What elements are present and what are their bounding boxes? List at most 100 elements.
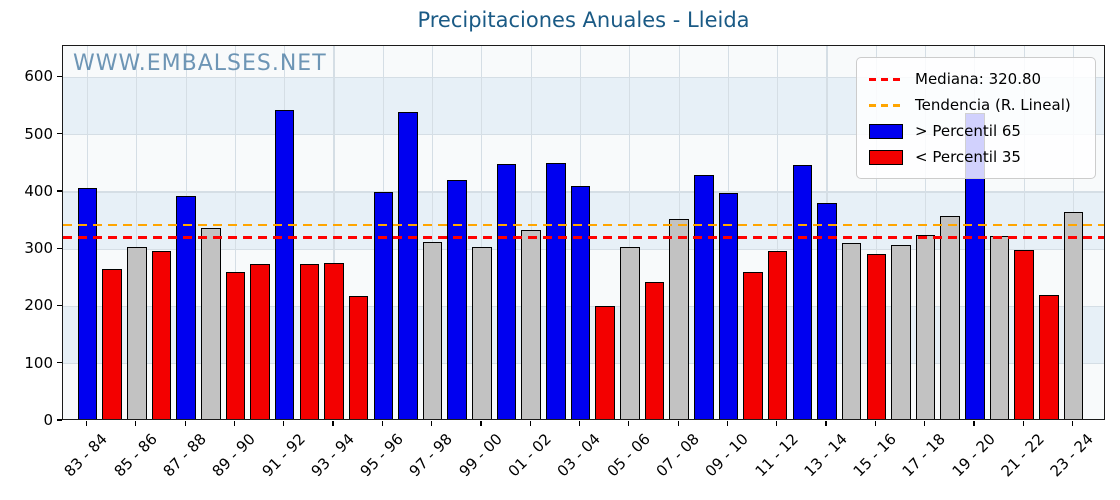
x-tick-mark xyxy=(874,421,876,426)
legend-item-p35: < Percentil 35 xyxy=(869,144,1083,170)
x-tick-label: 17 - 18 xyxy=(899,430,950,481)
x-tick-label: 83 - 84 xyxy=(60,430,112,481)
x-tick-label: 07 - 08 xyxy=(652,430,703,481)
y-tick-label: 400 xyxy=(24,181,53,200)
x-tick-label: 19 - 20 xyxy=(948,430,999,481)
legend-p65-label: > Percentil 65 xyxy=(915,122,1021,140)
x-tick-label: 01 - 02 xyxy=(504,430,555,481)
bar-13-14 xyxy=(817,203,837,419)
x-tick-label: 97 - 98 xyxy=(406,430,457,481)
legend-item-trend: Tendencia (R. Lineal) xyxy=(869,92,1083,118)
bar-84-85 xyxy=(102,269,122,419)
x-tick-mark xyxy=(480,421,482,426)
bar-97-98 xyxy=(422,241,443,419)
trend-dash-icon xyxy=(869,103,901,107)
x-tick-label: 21 - 22 xyxy=(997,430,1048,481)
bar-18-19 xyxy=(940,215,961,419)
bar-01-02 xyxy=(521,230,541,419)
bar-14-15 xyxy=(841,243,862,419)
x-tick-mark xyxy=(85,421,88,426)
bar-11-12 xyxy=(767,251,788,419)
x-tick-label: 13 - 14 xyxy=(800,430,851,481)
bar-07-08 xyxy=(669,218,689,419)
bar-94-95 xyxy=(348,295,369,419)
bar-12-13 xyxy=(792,165,813,419)
bar-83-84 xyxy=(77,187,98,419)
bar-22-23 xyxy=(1039,294,1059,419)
v-gridline xyxy=(1023,46,1025,419)
p35-swatch-icon xyxy=(869,149,903,165)
chart-title: Precipitaciones Anuales - Lleida xyxy=(417,8,750,32)
y-tick-mark xyxy=(56,362,62,364)
bar-00-01 xyxy=(496,164,517,419)
bar-02-03 xyxy=(546,162,566,419)
y-tick-mark xyxy=(56,419,62,421)
x-tick-label: 03 - 04 xyxy=(553,430,605,481)
bar-04-05 xyxy=(595,306,615,419)
bar-96-97 xyxy=(398,112,418,419)
trend-line xyxy=(63,223,1104,227)
x-tick-label: 93 - 94 xyxy=(307,430,358,481)
bar-10-11 xyxy=(743,271,763,419)
x-tick-mark xyxy=(776,421,778,426)
y-tick-mark xyxy=(56,190,62,192)
x-tick-label: 09 - 10 xyxy=(701,430,753,481)
legend-p35-label: < Percentil 35 xyxy=(915,148,1021,166)
legend-median-label: Mediana: 320.80 xyxy=(915,70,1042,88)
y-tick-mark xyxy=(56,133,62,135)
v-gridline xyxy=(333,46,335,419)
x-tick-mark xyxy=(283,421,285,426)
x-tick-mark xyxy=(924,421,926,426)
y-tick-mark xyxy=(56,247,62,249)
legend-item-median: Mediana: 320.80 xyxy=(869,66,1083,92)
x-tick-mark xyxy=(233,421,236,426)
bar-92-93 xyxy=(299,263,320,419)
x-tick-label: 91 - 92 xyxy=(258,430,309,481)
v-gridline xyxy=(629,46,631,419)
bar-16-17 xyxy=(891,244,911,419)
legend: Mediana: 320.80 Tendencia (R. Lineal) > … xyxy=(856,57,1096,179)
bar-98-99 xyxy=(447,180,468,419)
v-gridline xyxy=(481,46,483,419)
bar-21-22 xyxy=(1014,250,1034,419)
x-tick-mark xyxy=(578,421,581,426)
bar-09-10 xyxy=(718,193,739,419)
bar-89-90 xyxy=(225,271,246,419)
bar-87-88 xyxy=(176,195,196,419)
x-tick-label: 85 - 86 xyxy=(110,430,161,481)
plot-area: WWW.EMBALSES.NET Mediana: 320.80 Tendenc… xyxy=(62,45,1105,420)
y-tick-label: 500 xyxy=(24,124,53,143)
bar-90-91 xyxy=(250,263,270,419)
bar-93-94 xyxy=(324,262,344,419)
x-tick-mark xyxy=(677,421,679,426)
bar-05-06 xyxy=(620,246,640,419)
bar-91-92 xyxy=(274,109,295,419)
median-dash-icon xyxy=(869,77,901,81)
bar-20-21 xyxy=(989,235,1010,419)
x-tick-label: 15 - 16 xyxy=(849,430,901,481)
bar-23-24 xyxy=(1063,211,1084,419)
x-tick-mark xyxy=(184,421,186,426)
v-gridline xyxy=(234,46,236,419)
x-tick-label: 87 - 88 xyxy=(159,430,210,481)
bar-06-07 xyxy=(644,282,665,419)
x-tick-mark xyxy=(1022,421,1024,426)
legend-item-p65: > Percentil 65 xyxy=(869,118,1083,144)
y-tick-label: 300 xyxy=(24,239,53,258)
x-tick-label: 11 - 12 xyxy=(751,430,802,481)
x-tick-mark xyxy=(973,421,975,426)
x-tick-mark xyxy=(381,421,383,426)
x-tick-mark xyxy=(726,421,729,426)
bar-88-89 xyxy=(200,227,221,419)
watermark: WWW.EMBALSES.NET xyxy=(73,51,327,76)
x-tick-mark xyxy=(529,421,531,426)
x-tick-label: 05 - 06 xyxy=(603,430,654,481)
x-tick-mark xyxy=(628,421,630,426)
x-tick-label: 23 - 24 xyxy=(1046,430,1098,481)
p65-swatch-icon xyxy=(869,123,903,139)
y-tick-label: 200 xyxy=(24,296,53,315)
x-tick-mark xyxy=(825,421,827,426)
bar-99-00 xyxy=(472,246,492,419)
y-tick-mark xyxy=(56,75,62,78)
